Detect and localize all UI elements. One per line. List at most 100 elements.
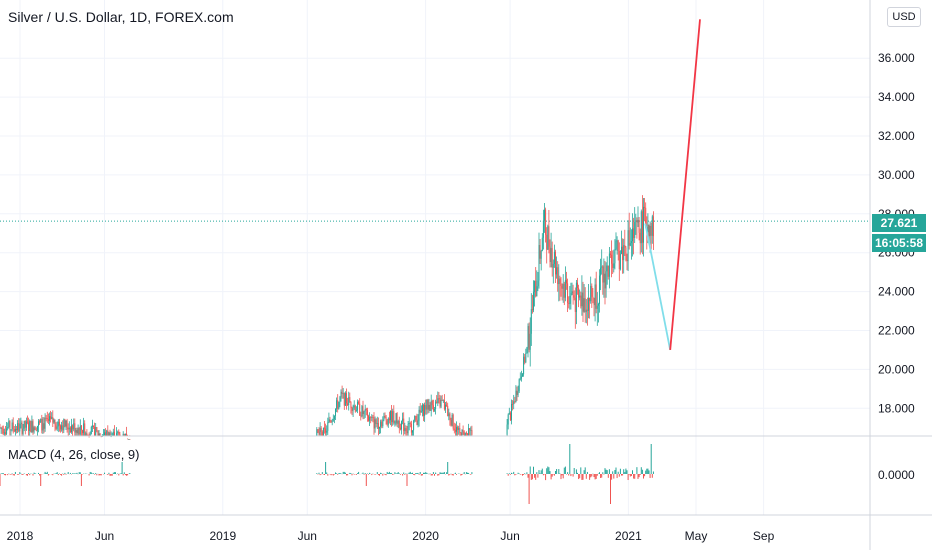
candle-body [572, 291, 574, 296]
candle-body [506, 424, 508, 435]
candle-body [637, 219, 639, 223]
macd-bar [454, 472, 456, 474]
currency-button[interactable]: USD [887, 7, 921, 27]
candle-body [516, 390, 518, 395]
macd-bar [0, 474, 1, 486]
candle-body [108, 432, 110, 436]
macd-bar [318, 472, 320, 474]
candle-body [630, 241, 632, 244]
candle-body [62, 425, 64, 431]
candle-body [350, 402, 352, 409]
macd-bar [626, 470, 628, 474]
candle-body [28, 422, 30, 431]
candle-body [438, 398, 440, 399]
candle-body [520, 376, 522, 379]
macd-bar [392, 474, 394, 475]
macd-bar [38, 472, 39, 474]
macd-bar [326, 472, 328, 474]
candle-body [403, 418, 405, 432]
candle-body [529, 333, 531, 350]
candle-body [600, 267, 602, 276]
macd-bar [363, 474, 365, 475]
candle-body [613, 263, 615, 268]
candle-body [446, 404, 448, 406]
candle-body [544, 209, 545, 221]
candle-body [90, 426, 92, 435]
macd-bar [621, 474, 622, 476]
candle-body [321, 431, 323, 436]
candle-body [540, 250, 542, 259]
candle-body [414, 415, 416, 422]
candle-body [381, 421, 383, 427]
candle-body [467, 433, 468, 435]
candle-body [391, 411, 393, 423]
macd-bar [594, 474, 596, 480]
candle-body [27, 421, 28, 423]
candle-body [71, 425, 72, 433]
macd-bar [21, 474, 23, 475]
candle-body [9, 421, 11, 431]
macd-bar [340, 473, 342, 474]
candle-body [428, 404, 430, 410]
macd-bar [604, 468, 606, 474]
macd-bar [397, 472, 399, 474]
candle-body [568, 302, 570, 304]
candle-body [595, 284, 597, 309]
macd-bar [90, 472, 92, 474]
macd-bar [446, 472, 448, 474]
candle-body [316, 429, 318, 436]
macd-bar [44, 471, 46, 474]
candle-body [539, 245, 541, 259]
macd-bar [78, 472, 80, 474]
candle-body [99, 433, 101, 436]
macd-bar [549, 471, 551, 474]
candle-body [470, 430, 472, 431]
candle-body [118, 431, 120, 435]
candle-body [585, 309, 587, 313]
candle-body [418, 409, 420, 421]
candle-body [578, 288, 580, 298]
candle-body [88, 436, 90, 438]
macd-bar [88, 474, 90, 476]
candle-body [439, 398, 441, 407]
candle-body [580, 295, 582, 307]
macd-bar [534, 474, 536, 478]
macd-bar [60, 474, 61, 475]
candle-body [116, 433, 118, 436]
macd-bar [10, 474, 12, 475]
candle-body [557, 267, 559, 285]
macd-bar [390, 473, 391, 474]
candle-body [368, 415, 369, 421]
candle-body [461, 430, 463, 436]
candle-body [537, 280, 539, 287]
candle-body [100, 436, 102, 438]
candle-body [514, 401, 516, 403]
macd-bar [332, 474, 334, 476]
macd-bar [79, 472, 81, 474]
macd-bar [115, 472, 116, 474]
macd-bar [33, 472, 35, 474]
candle-body [96, 427, 98, 431]
macd-bar [349, 472, 351, 474]
candle-body [447, 405, 449, 417]
macd-bar [582, 474, 584, 480]
candle-body [648, 224, 650, 237]
macd-bar [568, 474, 570, 476]
candle-body [0, 427, 2, 429]
macd-bar [463, 472, 465, 474]
candle-body [74, 423, 76, 433]
candle-body [12, 422, 14, 430]
candle-body [610, 253, 611, 255]
macd-bar [403, 472, 405, 474]
macd-bar [589, 474, 591, 480]
candle-body [647, 224, 649, 233]
candle-body [570, 293, 572, 296]
candle-body [402, 418, 404, 422]
macd-bar [69, 472, 71, 474]
candle-body [344, 393, 346, 406]
candle-body [542, 220, 544, 238]
candle-body [592, 296, 594, 298]
candle-body [558, 278, 560, 285]
macd-bar [606, 470, 608, 474]
